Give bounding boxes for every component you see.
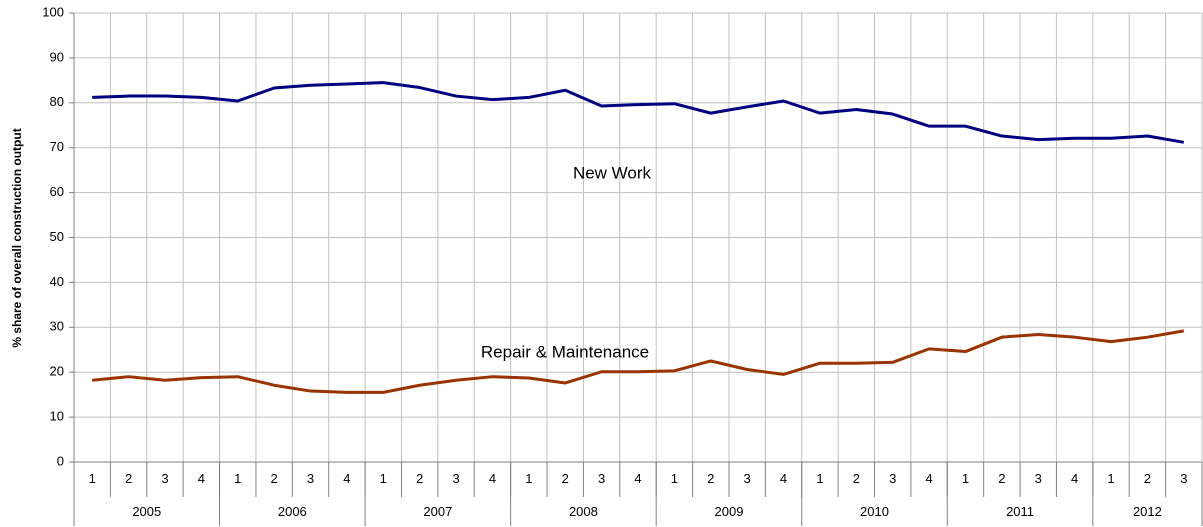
- y-tick-label: 20: [50, 364, 64, 379]
- x-tick-label: 4: [634, 471, 641, 486]
- y-tick-label: 50: [50, 229, 64, 244]
- x-tick-label: 2: [271, 471, 278, 486]
- x-tick-label: 2: [125, 471, 132, 486]
- series-line: [92, 329, 1185, 394]
- x-tick-label: 1: [380, 471, 387, 486]
- x-group-label: 2008: [569, 504, 598, 519]
- x-group-label: 2010: [860, 504, 889, 519]
- x-tick-label: 1: [671, 471, 678, 486]
- x-tick-label: 3: [161, 471, 168, 486]
- y-tick-label: 80: [50, 94, 64, 109]
- x-tick-label: 3: [452, 471, 459, 486]
- x-tick-label: 4: [343, 471, 350, 486]
- x-tick-label: 3: [598, 471, 605, 486]
- x-tick-label: 1: [962, 471, 969, 486]
- x-group-label: 2005: [132, 504, 161, 519]
- x-tick-label: 3: [889, 471, 896, 486]
- x-group-label: 2007: [423, 504, 452, 519]
- x-tick-label: 1: [525, 471, 532, 486]
- x-group-label: 2011: [1006, 504, 1034, 519]
- x-tick-label: 3: [744, 471, 751, 486]
- y-tick-label: 70: [50, 139, 64, 154]
- x-tick-label: 4: [489, 471, 496, 486]
- series-label: New Work: [573, 163, 652, 182]
- y-tick-label: 60: [50, 184, 64, 199]
- x-tick-label: 2: [562, 471, 569, 486]
- y-tick-label: 0: [57, 453, 64, 468]
- x-tick-label: 4: [1071, 471, 1078, 486]
- x-tick-label: 2: [1144, 471, 1151, 486]
- x-tick-label: 4: [780, 471, 787, 486]
- y-tick-label: 40: [50, 274, 64, 289]
- y-axis-label: % share of overall construction output: [10, 128, 24, 347]
- x-tick-label: 2: [998, 471, 1005, 486]
- x-tick-label: 4: [198, 471, 205, 486]
- x-tick-label: 1: [234, 471, 241, 486]
- x-tick-label: 1: [1107, 471, 1114, 486]
- x-tick-label: 2: [707, 471, 714, 486]
- x-tick-label: 1: [816, 471, 823, 486]
- y-tick-label: 100: [42, 4, 64, 19]
- series-line: [92, 81, 1185, 144]
- x-tick-label: 3: [1180, 471, 1187, 486]
- x-tick-label: 3: [1035, 471, 1042, 486]
- x-group-label: 2006: [278, 504, 307, 519]
- x-tick-label: 3: [307, 471, 314, 486]
- y-tick-label: 10: [50, 409, 64, 424]
- x-tick-label: 2: [416, 471, 423, 486]
- x-tick-label: 4: [925, 471, 932, 486]
- x-group-label: 2012: [1133, 504, 1162, 519]
- x-tick-label: 1: [89, 471, 96, 486]
- x-group-label: 2009: [715, 504, 744, 519]
- y-tick-label: 90: [50, 49, 64, 64]
- x-tick-label: 2: [853, 471, 860, 486]
- y-tick-label: 30: [50, 319, 64, 334]
- series-label: Repair & Maintenance: [481, 342, 649, 361]
